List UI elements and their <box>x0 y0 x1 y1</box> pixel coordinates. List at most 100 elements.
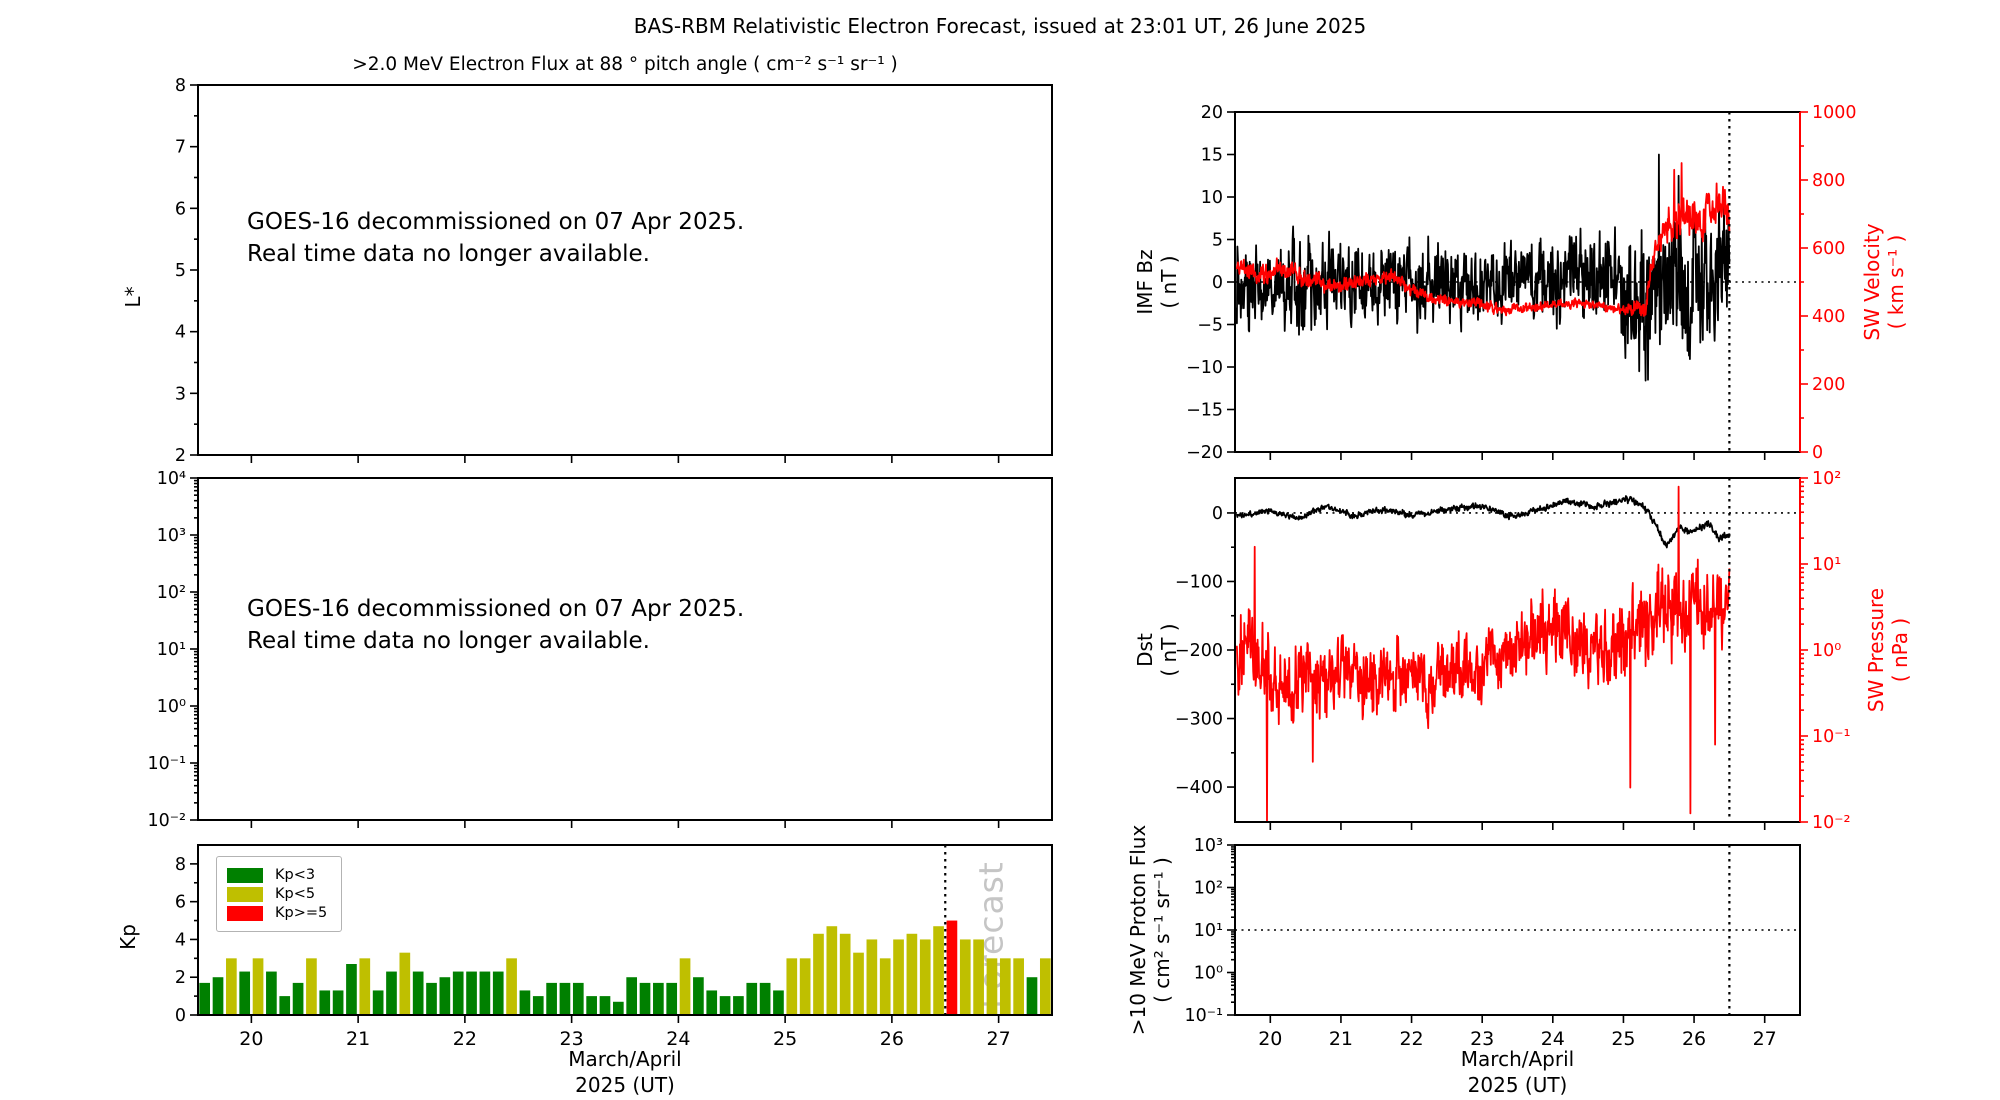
trace-dst <box>1235 495 1731 549</box>
tick-label: −10 <box>1186 358 1223 378</box>
tick-label: −20 <box>1186 443 1223 463</box>
kp-bar <box>1039 958 1051 1015</box>
legend-label: Kp<3 <box>275 867 316 883</box>
kp-bar <box>679 958 691 1015</box>
kp-bar <box>466 971 477 1015</box>
kp-bar <box>813 933 824 1015</box>
tick-label: 200 <box>1812 375 1845 395</box>
day-tick-label: 21 <box>1329 1028 1353 1050</box>
kp-bar <box>706 990 718 1015</box>
sw-velocity-axis-label-line2: ( km s⁻¹ ) <box>1884 234 1908 330</box>
kp-bar <box>399 952 411 1015</box>
kp-bar <box>933 926 944 1015</box>
day-tick-label: 22 <box>1399 1028 1423 1050</box>
kp-bar <box>693 977 704 1015</box>
kp-bar <box>879 958 891 1015</box>
kp-bar <box>279 996 291 1015</box>
kp-bar <box>599 996 611 1015</box>
sw-pressure-axis-label: SW Pressure ( nPa ) <box>1864 588 1912 712</box>
trace-imf_bz <box>1235 153 1731 382</box>
kp-bar <box>559 982 571 1015</box>
notice-line-2: Real time data no longer available. <box>247 628 650 654</box>
notice-line-1: GOES-16 decommissioned on 07 Apr 2025. <box>247 209 745 235</box>
kp-bar <box>946 920 958 1015</box>
trace-sw_velocity <box>1235 162 1731 317</box>
tick-label: 1000 <box>1812 103 1857 123</box>
day-tick-label: 20 <box>239 1028 263 1050</box>
kp-bar <box>372 990 384 1015</box>
day-tick-label: 24 <box>666 1028 690 1050</box>
kp-bar <box>519 990 531 1015</box>
kp-bar <box>532 996 544 1015</box>
kp-bar <box>906 933 918 1015</box>
tick-label: 10⁻¹ <box>1184 1006 1223 1026</box>
kp-bar <box>786 958 798 1015</box>
legend-swatch-yellow <box>227 886 263 902</box>
kp-bar <box>719 996 731 1015</box>
sw-pressure-axis-label-line2: ( nPa ) <box>1888 617 1912 683</box>
day-tick-label: 24 <box>1541 1028 1565 1050</box>
notice-electron-flux: GOES-16 decommissioned on 07 Apr 2025. R… <box>247 206 744 270</box>
tick-label: 4 <box>175 323 186 343</box>
tick-label: 10⁻¹ <box>1812 727 1851 747</box>
xaxis-caption-line1: March/April <box>1460 1047 1575 1071</box>
tick-label: −5 <box>1197 316 1223 336</box>
kp-bar <box>759 982 771 1015</box>
tick-label: 5 <box>1212 231 1223 251</box>
day-tick-label: 26 <box>880 1028 904 1050</box>
electron-flux-title: >2.0 MeV Electron Flux at 88 ° pitch ang… <box>352 54 898 75</box>
tick-label: −100 <box>1175 572 1223 592</box>
tick-label: −300 <box>1175 710 1223 730</box>
kp-bar <box>1026 977 1038 1015</box>
day-tick-label: 27 <box>987 1028 1011 1050</box>
tick-label: 20 <box>1201 103 1223 123</box>
tick-label: 10³ <box>1194 836 1223 856</box>
kp-bar <box>412 971 424 1015</box>
tick-label: 10⁰ <box>157 697 186 717</box>
electron-flux-panel-frame <box>197 84 1053 456</box>
legend-label: Kp<5 <box>275 886 316 902</box>
kp-bar <box>773 990 784 1015</box>
kp-bar <box>572 982 584 1015</box>
kp-bar <box>666 982 678 1015</box>
tick-label: 10⁻² <box>1812 813 1851 833</box>
kp-bar <box>506 958 517 1015</box>
legend-label: Kp>=5 <box>275 905 328 921</box>
kp-bar <box>452 971 464 1015</box>
kp-bar <box>746 982 758 1015</box>
tick-label: 10¹ <box>1812 555 1841 575</box>
kp-bars-group <box>199 920 1051 1015</box>
tick-label: 2 <box>175 968 186 988</box>
notice-line-2: Real time data no longer available. <box>247 241 650 267</box>
kp-bar <box>853 952 864 1015</box>
tick-label: 0 <box>1812 443 1823 463</box>
tick-label: 10² <box>1194 879 1223 899</box>
tick-label: 400 <box>1812 307 1845 327</box>
imf-bz-axis-label: IMF Bz ( nT ) <box>1133 249 1181 314</box>
xaxis-caption-left: March/April 2025 (UT) <box>198 1046 1052 1098</box>
kp-bar <box>306 958 317 1015</box>
kp-bar <box>799 958 811 1015</box>
kp-bar <box>919 939 931 1015</box>
notice-line-1: GOES-16 decommissioned on 07 Apr 2025. <box>247 596 745 622</box>
kp-bar <box>266 971 277 1015</box>
kp-bar <box>359 958 371 1015</box>
tick-label: 10⁻¹ <box>147 754 186 774</box>
tick-label: 10¹ <box>1194 921 1223 941</box>
kp-bar <box>226 958 237 1015</box>
sw-pressure-axis-label-line1: SW Pressure <box>1864 587 1888 713</box>
kp-bar <box>346 964 357 1015</box>
tick-label: 0 <box>1212 504 1223 524</box>
kp-bar <box>479 971 491 1015</box>
xaxis-caption-line1: March/April <box>568 1047 682 1071</box>
proton-flux-axis-label-line2: ( cm² s⁻¹ sr⁻¹ ) <box>1150 857 1174 1003</box>
notice-flux-log: GOES-16 decommissioned on 07 Apr 2025. R… <box>247 593 744 657</box>
day-tick-label: 23 <box>1470 1028 1494 1050</box>
kp-bar <box>1013 958 1024 1015</box>
kp-bar <box>973 939 984 1015</box>
xaxis-caption-line2: 2025 (UT) <box>575 1073 675 1097</box>
day-tick-label: 22 <box>453 1028 477 1050</box>
legend-swatch-red <box>227 905 263 921</box>
tick-label: 10⁴ <box>157 469 186 489</box>
kp-bar <box>826 926 838 1015</box>
